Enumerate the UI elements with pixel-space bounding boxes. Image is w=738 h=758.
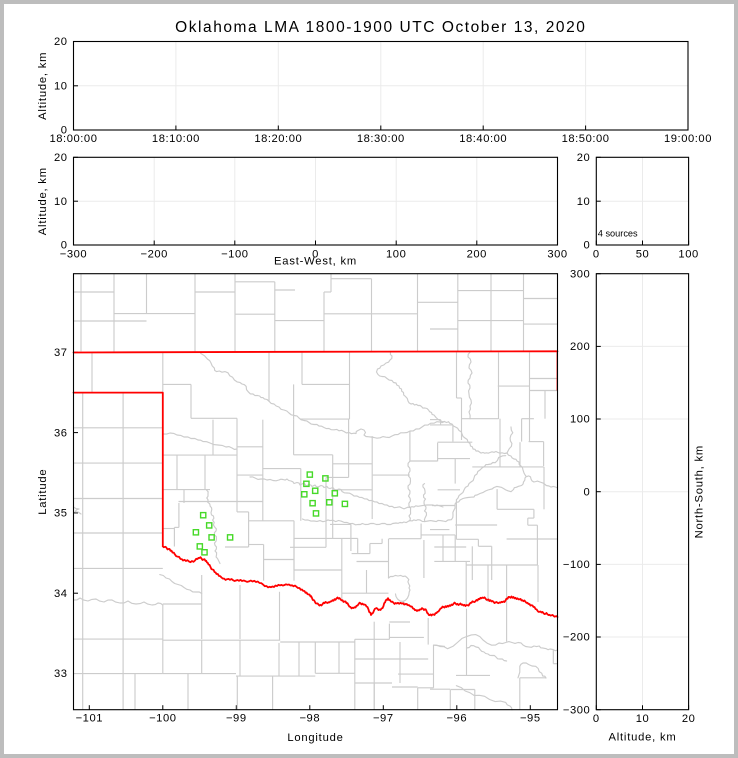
svg-text:East-West, km: East-West, km bbox=[274, 255, 357, 267]
svg-text:19:00:00: 19:00:00 bbox=[664, 133, 712, 145]
svg-text:33: 33 bbox=[54, 668, 68, 680]
svg-text:18:00:00: 18:00:00 bbox=[50, 133, 98, 145]
svg-text:10: 10 bbox=[577, 196, 591, 208]
svg-text:−300: −300 bbox=[563, 704, 590, 716]
svg-text:20: 20 bbox=[54, 36, 68, 48]
svg-text:−100: −100 bbox=[563, 559, 590, 571]
svg-text:0: 0 bbox=[584, 240, 591, 252]
svg-text:North-South, km: North-South, km bbox=[694, 445, 706, 538]
svg-text:−100: −100 bbox=[221, 249, 248, 261]
svg-text:0: 0 bbox=[61, 240, 68, 252]
svg-text:−96: −96 bbox=[446, 713, 467, 725]
svg-text:0: 0 bbox=[312, 249, 319, 261]
svg-text:300: 300 bbox=[547, 249, 567, 261]
svg-text:18:50:00: 18:50:00 bbox=[562, 133, 610, 145]
svg-text:100: 100 bbox=[386, 249, 406, 261]
svg-text:100: 100 bbox=[570, 414, 590, 426]
svg-text:Altitude, km: Altitude, km bbox=[37, 52, 49, 120]
svg-text:Latitude: Latitude bbox=[37, 469, 49, 515]
svg-text:18:20:00: 18:20:00 bbox=[254, 133, 302, 145]
svg-text:20: 20 bbox=[682, 713, 696, 725]
svg-text:−98: −98 bbox=[299, 713, 320, 725]
svg-text:0: 0 bbox=[593, 713, 600, 725]
svg-text:18:40:00: 18:40:00 bbox=[459, 133, 507, 145]
svg-text:0: 0 bbox=[584, 486, 591, 498]
svg-text:−300: −300 bbox=[60, 249, 87, 261]
svg-text:20: 20 bbox=[54, 152, 68, 164]
svg-text:10: 10 bbox=[54, 196, 68, 208]
svg-text:200: 200 bbox=[467, 249, 487, 261]
svg-text:200: 200 bbox=[570, 341, 590, 353]
svg-text:18:30:00: 18:30:00 bbox=[357, 133, 405, 145]
svg-text:10: 10 bbox=[54, 81, 68, 93]
svg-text:−95: −95 bbox=[520, 713, 541, 725]
svg-text:−99: −99 bbox=[226, 713, 247, 725]
svg-text:0: 0 bbox=[61, 125, 68, 137]
svg-text:35: 35 bbox=[54, 508, 68, 520]
svg-text:50: 50 bbox=[636, 249, 650, 261]
svg-text:−101: −101 bbox=[76, 713, 103, 725]
svg-text:4 sources: 4 sources bbox=[598, 229, 638, 239]
svg-text:37: 37 bbox=[54, 347, 68, 359]
svg-text:100: 100 bbox=[678, 249, 698, 261]
svg-text:Altitude, km: Altitude, km bbox=[608, 731, 676, 743]
svg-text:−97: −97 bbox=[373, 713, 394, 725]
svg-text:Altitude, km: Altitude, km bbox=[37, 167, 49, 235]
svg-text:300: 300 bbox=[570, 268, 590, 280]
svg-text:−200: −200 bbox=[563, 632, 590, 644]
svg-text:34: 34 bbox=[54, 588, 68, 600]
svg-text:0: 0 bbox=[593, 249, 600, 261]
svg-text:−200: −200 bbox=[140, 249, 167, 261]
svg-text:20: 20 bbox=[577, 152, 591, 164]
svg-text:10: 10 bbox=[636, 713, 650, 725]
svg-text:−100: −100 bbox=[149, 713, 176, 725]
svg-text:18:10:00: 18:10:00 bbox=[152, 133, 200, 145]
svg-text:36: 36 bbox=[54, 427, 68, 439]
svg-text:Longitude: Longitude bbox=[287, 732, 343, 744]
svg-text:Oklahoma LMA 1800-1900 UTC Oct: Oklahoma LMA 1800-1900 UTC October 13, 2… bbox=[175, 19, 586, 36]
